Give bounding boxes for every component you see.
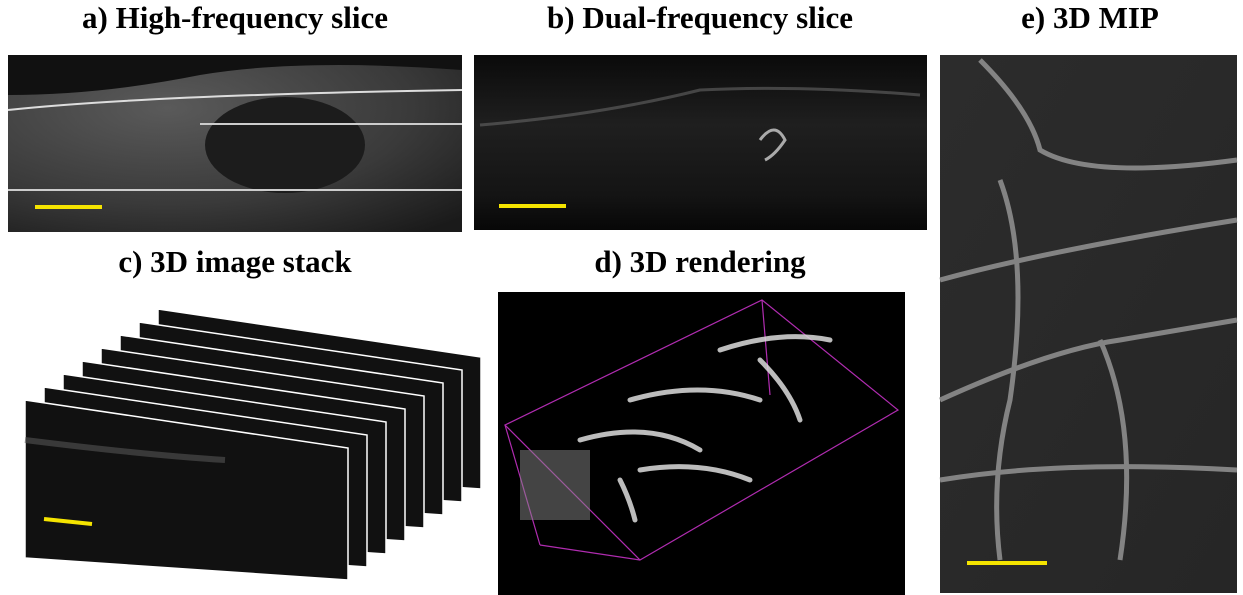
- image-d: [498, 292, 905, 595]
- panel-title: e) 3D MIP: [1021, 0, 1159, 35]
- image-a: [8, 55, 462, 232]
- panel-title: c) 3D image stack: [118, 244, 352, 279]
- figure: a) High-frequency slice b) Dual-frequenc…: [0, 0, 1243, 595]
- panel-title: d) 3D rendering: [594, 244, 806, 279]
- panel-title: b) Dual-frequency slice: [547, 0, 853, 35]
- image-e: [940, 55, 1237, 593]
- image-b: [474, 55, 927, 230]
- image-stack: [25, 309, 481, 580]
- panel-title: a) High-frequency slice: [82, 0, 388, 35]
